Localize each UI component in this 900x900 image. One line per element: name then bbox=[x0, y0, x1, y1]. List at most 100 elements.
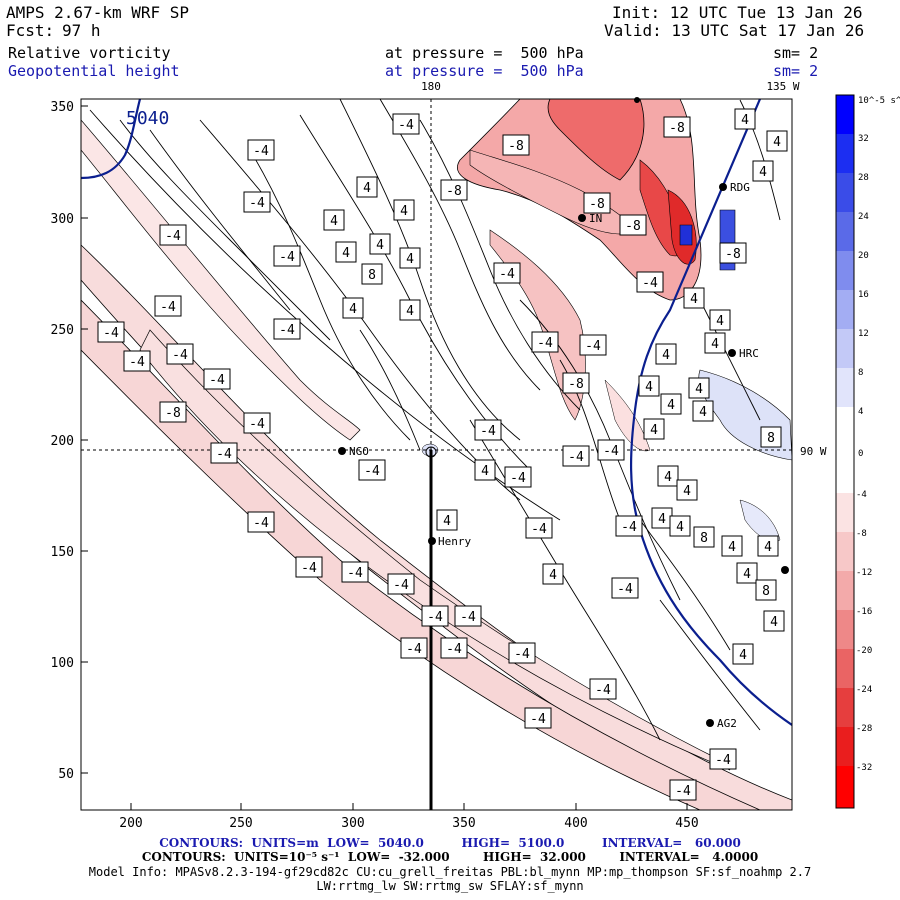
contour-label-72: 4 bbox=[651, 507, 673, 529]
lon-180-label: 180 bbox=[421, 80, 441, 93]
svg-text:-4: -4 bbox=[530, 712, 546, 727]
svg-text:4: 4 bbox=[759, 165, 767, 180]
contour-label-38: -4 bbox=[474, 419, 502, 441]
colorbar-bin-3 bbox=[836, 173, 854, 212]
svg-text:4: 4 bbox=[695, 382, 703, 397]
contour-label-59: 4 bbox=[683, 287, 705, 309]
contour-label-37: -8 bbox=[562, 372, 590, 394]
svg-text:-4: -4 bbox=[585, 339, 601, 354]
svg-text:RDG: RDG bbox=[730, 181, 750, 194]
svg-text:4: 4 bbox=[363, 181, 371, 196]
contour-label-50: 4 bbox=[369, 233, 391, 255]
contour-label-11: -8 bbox=[159, 401, 187, 423]
contour-label-14: -4 bbox=[247, 511, 275, 533]
colorbar-bin-2 bbox=[836, 134, 854, 173]
svg-text:-4: -4 bbox=[249, 417, 265, 432]
contour-label-48: 4 bbox=[393, 199, 415, 221]
x-tick-450: 450 bbox=[675, 803, 699, 831]
contour-label-12: -4 bbox=[243, 412, 271, 434]
svg-text:-4: -4 bbox=[617, 582, 633, 597]
svg-text:IN: IN bbox=[589, 212, 602, 225]
svg-text:8: 8 bbox=[762, 584, 770, 599]
colorbar-bin-16 bbox=[836, 688, 854, 727]
contour-label-62: 4 bbox=[655, 343, 677, 365]
contour-label-25: -4 bbox=[709, 748, 737, 770]
forecast-label: Fcst: bbox=[6, 21, 55, 40]
contour-label-69: 4 bbox=[474, 459, 496, 481]
svg-text:-4: -4 bbox=[209, 373, 225, 388]
svg-text:-4: -4 bbox=[427, 610, 443, 625]
contour-label-8: -4 bbox=[166, 343, 194, 365]
colorbar-bin-5 bbox=[836, 251, 854, 290]
contour-label-46: -8 bbox=[719, 242, 747, 264]
svg-text:4: 4 bbox=[683, 484, 691, 499]
svg-text:4: 4 bbox=[667, 398, 675, 413]
svg-text:-4: -4 bbox=[406, 642, 422, 657]
contour-label-42: -4 bbox=[358, 459, 386, 481]
contour-label-34: -4 bbox=[636, 271, 664, 293]
colorbar-bin-14 bbox=[836, 610, 854, 649]
svg-text:-8: -8 bbox=[669, 121, 685, 136]
height-contours bbox=[81, 99, 792, 726]
contour-label-10: -4 bbox=[203, 368, 231, 390]
lon-90w-label: 90 W bbox=[800, 445, 827, 458]
svg-text:-4: -4 bbox=[675, 784, 691, 799]
svg-text:300: 300 bbox=[51, 212, 74, 227]
contour-label-27: -4 bbox=[392, 113, 420, 135]
station-unlabeled-top bbox=[634, 97, 640, 103]
svg-text:250: 250 bbox=[51, 323, 74, 338]
svg-text:4: 4 bbox=[349, 302, 357, 317]
colorbar-label-neg4: -4 bbox=[856, 490, 867, 500]
colorbar-units: 10^-5 s^-1 bbox=[858, 96, 900, 106]
colorbar-bin-4 bbox=[836, 212, 854, 251]
colorbar-bin-12 bbox=[836, 532, 854, 571]
contour-label-63: 4 bbox=[638, 375, 660, 397]
height-contour-label: 5040 bbox=[126, 108, 169, 129]
contour-label-23: -4 bbox=[589, 678, 617, 700]
station-markers: NGO Henry RDG HRC AG2 IN bbox=[338, 97, 789, 730]
contour-label-7: -4 bbox=[97, 321, 125, 343]
svg-text:-4: -4 bbox=[216, 447, 232, 462]
model-title: AMPS 2.67-km WRF SP bbox=[6, 3, 190, 22]
svg-text:HRC: HRC bbox=[739, 347, 759, 360]
svg-text:-4: -4 bbox=[347, 566, 363, 581]
svg-text:450: 450 bbox=[675, 816, 698, 831]
contour-label-64: 4 bbox=[688, 377, 710, 399]
field1-smoothing: sm= 2 bbox=[773, 44, 819, 62]
colorbar-label-12: 12 bbox=[858, 329, 869, 339]
y-tick-200: 200 bbox=[51, 434, 88, 449]
colorbar-label-24: 24 bbox=[858, 212, 869, 222]
svg-text:-4: -4 bbox=[253, 516, 269, 531]
svg-text:-4: -4 bbox=[621, 520, 637, 535]
svg-text:-4: -4 bbox=[279, 250, 295, 265]
contour-label-44: -4 bbox=[615, 515, 643, 537]
colorbar-bin-18 bbox=[836, 766, 854, 808]
svg-text:4: 4 bbox=[690, 292, 698, 307]
station-ag2: AG2 bbox=[706, 717, 737, 730]
contour-label-2: -4 bbox=[243, 191, 271, 213]
svg-text:-4: -4 bbox=[249, 196, 265, 211]
svg-text:-4: -4 bbox=[537, 336, 553, 351]
svg-text:-8: -8 bbox=[446, 184, 462, 199]
svg-text:4: 4 bbox=[739, 648, 747, 663]
svg-text:4: 4 bbox=[481, 464, 489, 479]
colorbar-label-0: 0 bbox=[858, 449, 863, 459]
colorbar-label-32: 32 bbox=[858, 134, 869, 144]
contour-label-1: -4 bbox=[247, 139, 275, 161]
x-tick-400: 400 bbox=[564, 803, 588, 831]
svg-text:4: 4 bbox=[711, 337, 719, 352]
station-henry: Henry bbox=[428, 535, 471, 548]
colorbar: 10^-5 s^-1 32 28 24 20 16 12 8 4 0 -4 -8… bbox=[835, 94, 900, 809]
contour-label-35: -4 bbox=[531, 331, 559, 353]
contour-label-30: -8 bbox=[440, 179, 468, 201]
contour-label-56: 4 bbox=[734, 108, 756, 130]
station-unlabeled bbox=[781, 566, 789, 574]
svg-text:-4: -4 bbox=[595, 683, 611, 698]
contour-label-67: 4 bbox=[643, 418, 665, 440]
svg-text:4: 4 bbox=[676, 520, 684, 535]
colorbar-bin-6 bbox=[836, 290, 854, 329]
contour-label-21: -4 bbox=[440, 637, 468, 659]
footer-model-info-2: LW:rrtmg_lw SW:rrtmg_sw SFLAY:sf_mynn bbox=[316, 879, 584, 893]
contour-label-24: -4 bbox=[524, 707, 552, 729]
contour-label-3: -4 bbox=[159, 224, 187, 246]
